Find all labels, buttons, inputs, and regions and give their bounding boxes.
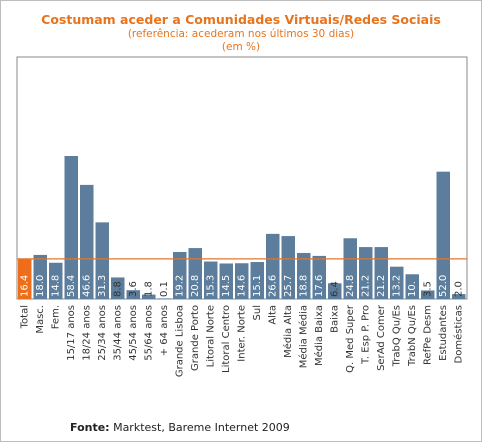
value-label-9: 0.1 (159, 281, 170, 297)
value-label-8: 1.8 (143, 281, 154, 297)
value-label-16: 26.6 (267, 275, 278, 297)
category-label-10: Grande Lisboa (174, 305, 185, 377)
bar-26 (421, 290, 435, 299)
bar-28 (452, 294, 466, 299)
category-label-5: 25/34 anos (97, 305, 108, 361)
bars-group (18, 156, 466, 299)
category-label-23: SerAd Comer (376, 304, 387, 371)
category-label-20: Baixa (329, 305, 340, 333)
value-label-20: 6.4 (329, 281, 340, 297)
value-label-2: 14.8 (50, 275, 61, 297)
category-label-6: 35/44 anos (112, 305, 123, 361)
value-label-23: 21.2 (376, 275, 387, 297)
value-label-18: 18.8 (298, 275, 309, 297)
bar-2 (49, 262, 63, 299)
category-label-14: Inter. Norte (236, 305, 247, 362)
bar-21 (343, 238, 357, 299)
bar-19 (312, 255, 326, 299)
value-label-7: 3.6 (128, 281, 139, 297)
category-label-28: Domésticas (452, 305, 464, 363)
category-label-4: 18/24 anos (81, 305, 92, 361)
bar-3 (64, 156, 78, 299)
value-label-0: 16.4 (19, 275, 30, 297)
value-label-24: 13.2 (391, 275, 402, 297)
value-label-13: 14.5 (221, 275, 232, 297)
value-label-17: 25.7 (283, 275, 294, 297)
category-label-12: Litoral Norte (205, 305, 216, 367)
chart-unit: (em %) (221, 41, 261, 53)
value-label-21: 24.8 (345, 275, 356, 297)
category-label-15: Sul (252, 305, 263, 320)
bar-13 (219, 263, 233, 299)
bar-18 (297, 252, 311, 299)
category-label-19: Média Baixa (313, 305, 325, 366)
bar-15 (250, 262, 264, 299)
bar-25 (405, 274, 419, 299)
category-label-13: Litoral Centro (221, 305, 232, 373)
category-label-17: Média Alta (282, 305, 294, 358)
value-label-12: 15.3 (205, 275, 216, 297)
category-label-22: T. Esp P. Pro (360, 305, 371, 365)
value-label-27: 52.0 (438, 275, 449, 297)
bar-27 (436, 171, 450, 299)
bar-17 (281, 236, 295, 299)
bar-22 (359, 247, 373, 299)
category-label-16: Alta (267, 305, 278, 325)
bar-14 (235, 263, 249, 299)
value-label-25: 10. (407, 281, 418, 297)
value-label-5: 31.3 (97, 275, 108, 297)
category-label-7: 45/54 anos (128, 305, 139, 361)
category-label-18: Média Média (297, 305, 309, 368)
value-label-19: 17.6 (314, 275, 325, 297)
value-label-6: 8.8 (112, 281, 123, 297)
bar-5 (95, 222, 109, 299)
source-text: Marktest, Bareme Internet 2009 (113, 421, 290, 434)
bar-12 (204, 261, 218, 299)
value-label-1: 18.0 (35, 275, 46, 297)
category-label-25: TrabN Qu/Es (407, 305, 418, 367)
value-label-22: 21.2 (360, 275, 371, 297)
bar-23 (374, 247, 388, 299)
value-labels-group: 16.4 18.0 14.8 58.4 46.6 31.3 8.8 3.6 1.8 0.1 19.2… (19, 275, 464, 297)
value-label-15: 15.1 (252, 275, 263, 297)
value-label-4: 46.6 (81, 275, 92, 297)
category-label-1: Masc. (35, 305, 46, 334)
bar-7 (126, 290, 140, 299)
bar-9 (157, 298, 171, 299)
category-label-2: Fem. (50, 305, 61, 329)
chart-title: Costumam aceder a Comunidades Virtuais/R… (41, 12, 441, 27)
value-label-11: 20.8 (190, 275, 201, 297)
source-note: Fonte: Marktest, Bareme Internet 2009 (70, 421, 290, 434)
category-labels-group: Total Masc. Fem. 15/17 anos 18/24 anos 25/34 … (19, 304, 464, 377)
value-label-3: 58.4 (66, 275, 77, 297)
bar-20 (328, 283, 342, 299)
bar-0 (18, 258, 32, 299)
category-label-24: TrabQ Qu/Es (391, 305, 402, 367)
category-label-9: + 64 anos (159, 305, 170, 356)
bar-10 (173, 251, 187, 299)
category-label-27: Estudantes (438, 305, 449, 361)
bar-11 (188, 248, 202, 299)
source-label: Fonte: (70, 421, 110, 434)
bar-6 (111, 277, 125, 299)
bar-1 (33, 254, 47, 299)
chart-subtitle: (referência: acederam nos últimos 30 dia… (127, 28, 355, 40)
bar-16 (266, 233, 280, 299)
category-label-26: RefPe Desm (422, 305, 433, 365)
value-label-10: 19.2 (174, 275, 185, 297)
value-label-26: 3.5 (422, 281, 433, 297)
category-label-21: Q. Med Super (345, 304, 356, 373)
bar-4 (80, 184, 94, 299)
category-label-11: Grande Porto (190, 305, 201, 371)
value-label-14: 14.6 (236, 275, 247, 297)
bar-8 (142, 294, 156, 299)
bar-24 (390, 266, 404, 299)
category-label-0: Total (19, 305, 30, 329)
category-label-3: 15/17 anos (66, 305, 77, 361)
category-label-8: 55/64 anos (143, 305, 154, 361)
value-label-28: 2.0 (453, 281, 464, 297)
